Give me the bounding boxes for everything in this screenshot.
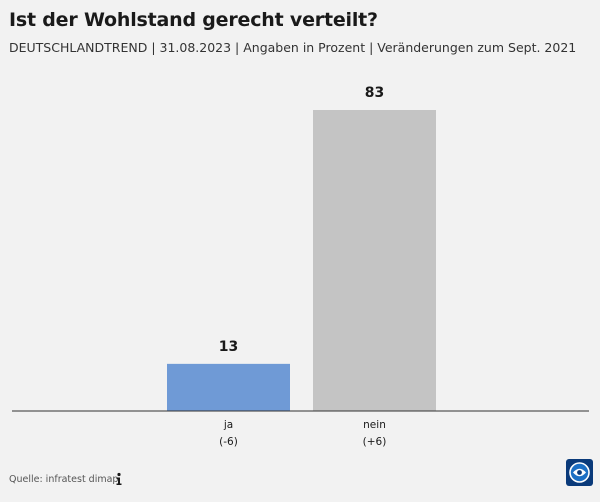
category-label: nein — [363, 419, 386, 431]
info-icon[interactable] — [113, 472, 125, 486]
bar-ja — [167, 363, 290, 411]
chart-subtitle: DEUTSCHLANDTREND | 31.08.2023 | Angaben … — [9, 40, 577, 55]
source-note: Quelle: infratest dimap — [9, 474, 119, 485]
chart-title: Ist der Wohlstand gerecht verteilt? — [9, 9, 378, 31]
broadcaster-logo-icon[interactable] — [566, 459, 593, 486]
bar-value-label: 13 — [219, 339, 238, 355]
bar-nein — [313, 110, 436, 411]
change-label: (+6) — [363, 436, 387, 448]
bar-value-label: 83 — [365, 85, 384, 101]
bar-chart: 13 ja (-6) 83 nein (+6) — [12, 85, 589, 448]
category-label: ja — [223, 419, 233, 431]
change-label: (-6) — [219, 436, 238, 448]
